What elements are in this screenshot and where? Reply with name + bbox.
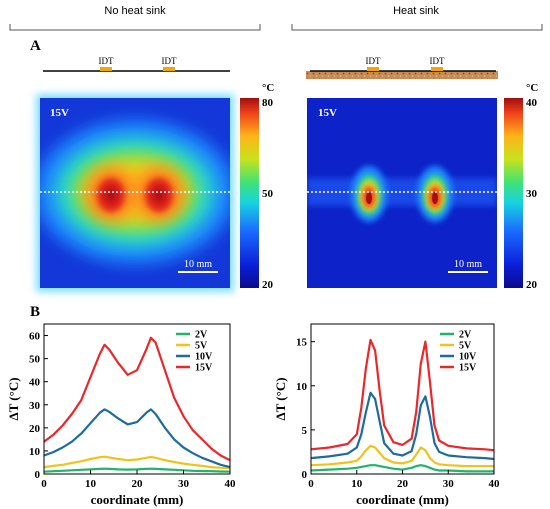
y-tick-label: 40 [29, 377, 41, 389]
colorbar-tick: 80 [262, 97, 274, 109]
idt-electrode [163, 67, 175, 71]
y-tick-label: 0 [302, 469, 308, 481]
series-line-15V [310, 338, 495, 452]
x-tick-label: 30 [178, 478, 190, 490]
x-tick-label: 10 [351, 478, 363, 490]
line-chart-heat-sink: 0 10 20 30 40 0 5 10 15 coordinate (mm) ΔT (°C) 2V5… [273, 323, 501, 507]
colorbar-unit: °C [262, 82, 274, 94]
thermal-map-left: 15V 10 mm [36, 94, 234, 292]
x-axis-title: coordinate (mm) [356, 492, 449, 507]
legend-label-2V: 2V [459, 330, 472, 341]
x-tick-label: 40 [225, 478, 237, 490]
y-axis-title: ΔT (°C) [273, 377, 288, 420]
series-line-2V [43, 467, 231, 473]
idt-electrode [431, 67, 443, 71]
legend-label-2V: 2V [195, 330, 208, 341]
y-tick-label: 30 [29, 400, 41, 412]
x-tick-label: 20 [132, 478, 144, 490]
idt-label: IDT [366, 56, 381, 66]
header-left-label: No heat sink [104, 5, 166, 17]
voltage-label: 15V [50, 107, 69, 119]
device-schematic-left: IDT IDT [43, 56, 230, 72]
y-axis-title: ΔT (°C) [6, 377, 21, 420]
scale-bar-label: 10 mm [454, 259, 482, 270]
series-line-10V [43, 408, 231, 469]
series-line-10V [310, 391, 495, 461]
colorbar-right: °C 40 30 20 [504, 82, 538, 291]
colorbar-tick: 30 [526, 188, 538, 200]
idt-label: IDT [99, 56, 114, 66]
series-line-15V [43, 336, 231, 462]
y-tick-label: 15 [296, 337, 308, 349]
colorbar-tick: 50 [262, 188, 274, 200]
legend-label-10V: 10V [195, 352, 213, 363]
x-tick-label: 20 [397, 478, 409, 490]
idt-label: IDT [162, 56, 177, 66]
x-tick-label: 40 [489, 478, 501, 490]
y-tick-label: 20 [29, 423, 41, 435]
legend-label-15V: 15V [459, 363, 477, 374]
series-line-5V [310, 444, 494, 468]
header-heat-sink: Heat sink [291, 5, 543, 31]
y-tick-label: 5 [302, 425, 308, 437]
x-tick-label: 0 [308, 478, 314, 490]
panel-label-a: A [30, 38, 41, 54]
scale-bar-label: 10 mm [184, 259, 212, 270]
voltage-label: 15V [318, 107, 337, 119]
series-line-2V [310, 464, 494, 473]
device-schematic-right: IDT IDT [306, 56, 498, 79]
colorbar-tick: 20 [526, 279, 538, 291]
y-tick-label: 60 [29, 331, 41, 343]
header-no-heat-sink: No heat sink [9, 5, 261, 31]
legend-label-10V: 10V [459, 352, 477, 363]
x-tick-label: 10 [85, 478, 97, 490]
legend-label-5V: 5V [459, 341, 472, 352]
idt-electrode [367, 67, 379, 71]
x-tick-label: 30 [443, 478, 455, 490]
idt-label: IDT [430, 56, 445, 66]
y-tick-label: 10 [29, 446, 41, 458]
legend-label-5V: 5V [195, 341, 208, 352]
y-tick-label: 0 [35, 469, 41, 481]
colorbar-tick: 40 [526, 97, 538, 109]
thermal-map-right: 15V 10 mm [307, 98, 497, 288]
idt-electrode [100, 67, 112, 71]
line-chart-no-heat-sink: 0 10 20 30 40 0 10 20 30 40 50 60 coordinate (mm) ΔT … [6, 323, 237, 507]
colorbar-unit: °C [526, 82, 538, 94]
x-axis-title: coordinate (mm) [91, 492, 184, 507]
heat-sink-block [306, 71, 498, 79]
x-tick-label: 0 [41, 478, 47, 490]
panel-label-b: B [30, 304, 40, 320]
legend-label-15V: 15V [195, 363, 213, 374]
header-right-label: Heat sink [393, 5, 439, 17]
colorbar-left: °C 80 50 20 [240, 82, 274, 291]
y-tick-label: 50 [29, 354, 41, 366]
y-tick-label: 10 [296, 381, 308, 393]
series-line-5V [43, 455, 231, 470]
colorbar-tick: 20 [262, 279, 274, 291]
